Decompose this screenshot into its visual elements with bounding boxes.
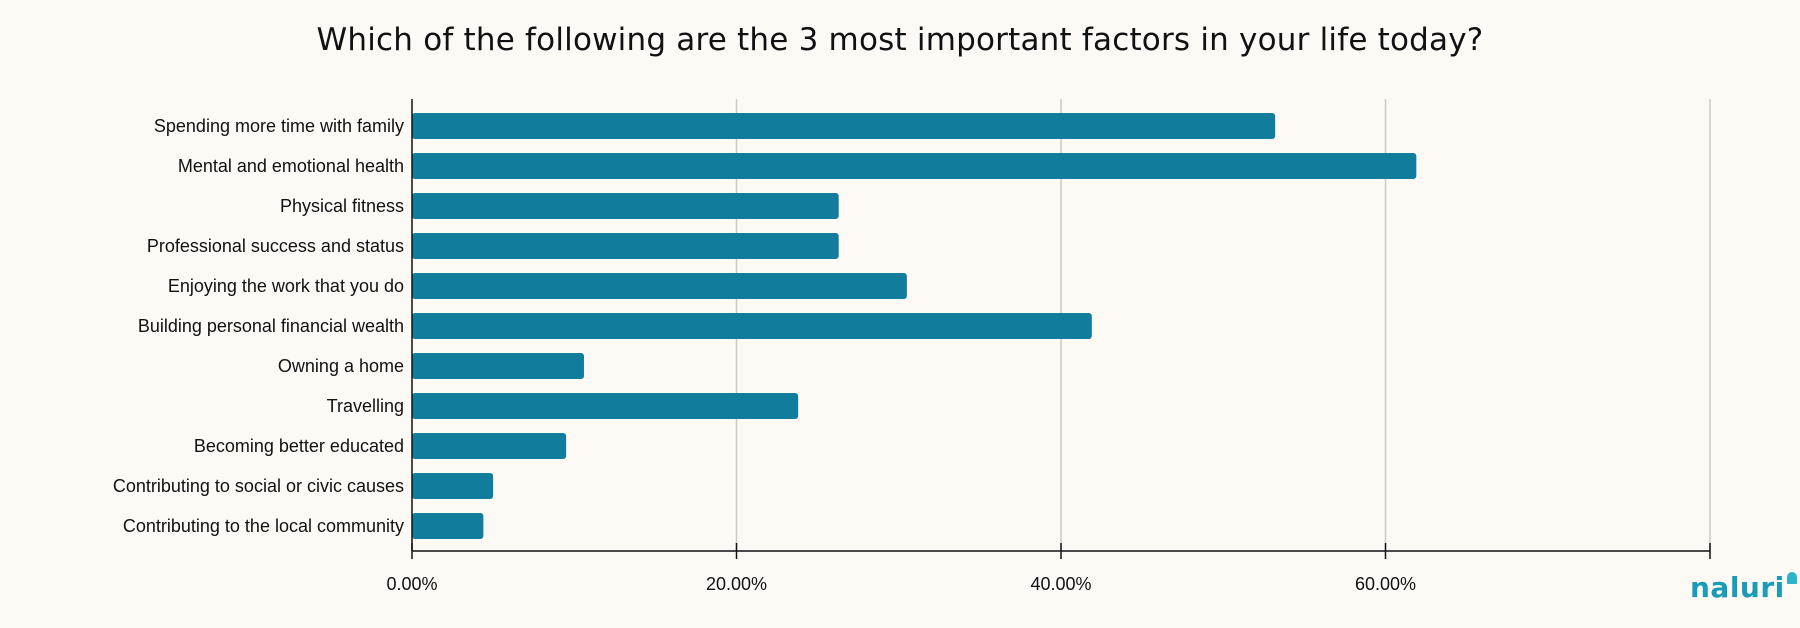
category-label: Spending more time with family	[154, 116, 404, 136]
category-label: Enjoying the work that you do	[168, 276, 404, 296]
category-label: Contributing to social or civic causes	[113, 476, 404, 496]
bar	[412, 353, 584, 379]
category-label: Owning a home	[278, 356, 404, 376]
bar	[412, 433, 567, 459]
logo-mark-icon	[1786, 572, 1797, 584]
brand-name: naluri	[1690, 571, 1785, 604]
category-label: Becoming better educated	[194, 436, 404, 456]
category-label: Physical fitness	[280, 196, 404, 216]
bar	[412, 233, 839, 259]
bar	[412, 113, 1276, 139]
x-tick-label: 40.00%	[1030, 574, 1091, 594]
category-label: Professional success and status	[147, 236, 404, 256]
axes	[411, 99, 1711, 559]
chart-title: Which of the following are the 3 most im…	[316, 22, 1484, 58]
bar	[412, 393, 799, 419]
naluri-logo: naluri	[1690, 566, 1797, 602]
bar	[412, 273, 907, 299]
x-tick-label: 0.00%	[386, 574, 437, 594]
bar	[412, 473, 494, 499]
bar	[412, 313, 1092, 339]
category-label: Contributing to the local community	[123, 516, 404, 536]
category-label: Mental and emotional health	[178, 156, 404, 176]
bars	[412, 113, 1417, 539]
x-tick-label: 60.00%	[1355, 574, 1416, 594]
bar	[412, 513, 484, 539]
x-tick-label: 20.00%	[706, 574, 767, 594]
category-label: Travelling	[327, 396, 404, 416]
category-labels: Spending more time with family Mental and…	[113, 116, 404, 536]
bar	[412, 193, 839, 219]
x-tick-labels: 0.00% 20.00% 40.00% 60.00%	[386, 574, 1416, 594]
bar	[412, 153, 1417, 179]
category-label: Building personal financial wealth	[138, 316, 404, 336]
